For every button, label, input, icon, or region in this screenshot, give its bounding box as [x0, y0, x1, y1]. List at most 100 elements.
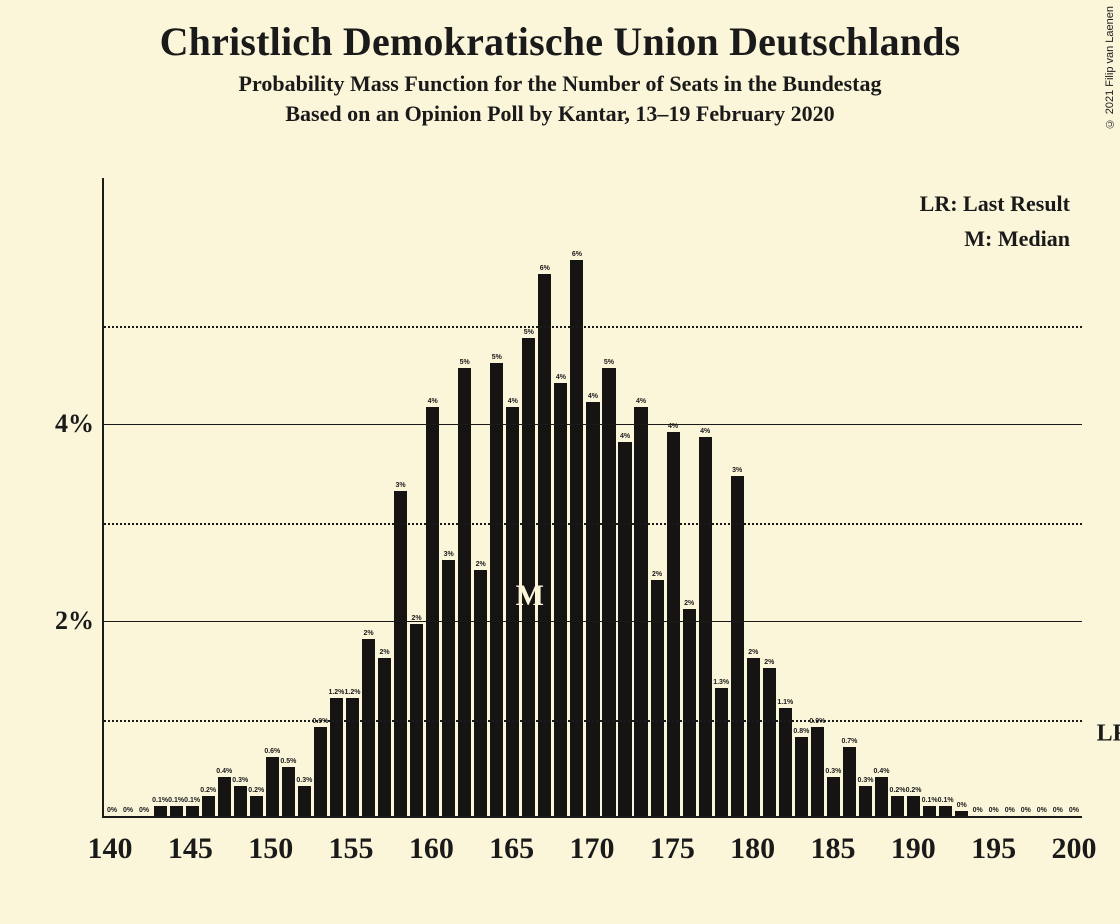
- x-tick-label: 170: [570, 832, 615, 866]
- bar-value-label: 5%: [460, 359, 470, 368]
- bar-value-label: 0.3%: [296, 777, 312, 786]
- bar: 0.9%: [314, 727, 327, 816]
- bar: 4%: [426, 407, 439, 816]
- x-tick-label: 195: [971, 832, 1016, 866]
- chart-subtitle-1: Probability Mass Function for the Number…: [0, 71, 1120, 97]
- bar-value-label: 0.1%: [152, 797, 168, 806]
- x-tick-label: 175: [650, 832, 695, 866]
- x-tick-label: 160: [409, 832, 454, 866]
- bar: 5%: [602, 368, 615, 816]
- bar: 3%: [394, 491, 407, 816]
- legend-m: M: Median: [920, 221, 1070, 256]
- bar-value-label: 4%: [620, 433, 630, 442]
- bar: 1.2%: [330, 698, 343, 816]
- bar-value-label: 4%: [556, 374, 566, 383]
- bar: 2%: [378, 658, 391, 816]
- x-tick-label: 140: [88, 832, 133, 866]
- bar: 0%: [955, 811, 968, 816]
- bar-value-label: 0%: [123, 807, 133, 816]
- bar-value-label: 0.2%: [200, 787, 216, 796]
- bar: 6%: [570, 260, 583, 816]
- bar: 0.1%: [154, 806, 167, 816]
- bar-value-label: 0.8%: [793, 728, 809, 737]
- bar-value-label: 4%: [700, 428, 710, 437]
- chart-subtitle-2: Based on an Opinion Poll by Kantar, 13–1…: [0, 101, 1120, 127]
- bar-value-label: 0%: [1069, 807, 1079, 816]
- copyright-text: © 2021 Filip van Laenen: [1104, 6, 1116, 129]
- bar-value-label: 5%: [492, 354, 502, 363]
- bar: 4%: [667, 432, 680, 816]
- bar-value-label: 4%: [588, 393, 598, 402]
- bar: 2%: [683, 609, 696, 816]
- bar: 1.2%: [346, 698, 359, 816]
- bar-value-label: 0.7%: [841, 738, 857, 747]
- bar: 4%: [634, 407, 647, 816]
- bar-value-label: 0.3%: [825, 768, 841, 777]
- bar-value-label: 1.2%: [344, 689, 360, 698]
- x-tick-label: 150: [248, 832, 293, 866]
- bar-value-label: 1.3%: [713, 679, 729, 688]
- bar-value-label: 0%: [989, 807, 999, 816]
- bar: 0.9%: [811, 727, 824, 816]
- median-marker: M: [516, 579, 544, 613]
- bar: 0.1%: [186, 806, 199, 816]
- bar: 1.3%: [715, 688, 728, 816]
- bar-value-label: 0%: [1021, 807, 1031, 816]
- bar-value-label: 5%: [524, 329, 534, 338]
- x-tick-label: 180: [730, 832, 775, 866]
- bar: 2%: [763, 668, 776, 816]
- bar: 0.1%: [170, 806, 183, 816]
- bar: 5%: [458, 368, 471, 816]
- bar-value-label: 4%: [508, 398, 518, 407]
- bar-value-label: 0%: [139, 807, 149, 816]
- bar: 6%: [538, 274, 551, 816]
- bar-value-label: 2%: [684, 600, 694, 609]
- chart-title: Christlich Demokratische Union Deutschla…: [0, 18, 1120, 65]
- bar-value-label: 0.1%: [184, 797, 200, 806]
- bar-value-label: 5%: [604, 359, 614, 368]
- bar: 0.2%: [907, 796, 920, 816]
- bar: 0.3%: [827, 777, 840, 816]
- x-tick-label: 155: [329, 832, 374, 866]
- bar: 5%: [490, 363, 503, 816]
- bar: 0.1%: [939, 806, 952, 816]
- chart-titles: Christlich Demokratische Union Deutschla…: [0, 0, 1120, 127]
- bar-value-label: 0.1%: [922, 797, 938, 806]
- bar-value-label: 3%: [396, 482, 406, 491]
- bar-value-label: 0%: [1053, 807, 1063, 816]
- bar-value-label: 4%: [428, 398, 438, 407]
- bar-value-label: 0%: [973, 807, 983, 816]
- bar: 4%: [618, 442, 631, 816]
- bar: 2%: [474, 570, 487, 816]
- y-tick-label: 2%: [55, 606, 104, 636]
- bar: 5%: [522, 338, 535, 816]
- grid-major: [104, 424, 1082, 425]
- x-tick-label: 200: [1051, 832, 1096, 866]
- bar: 0.4%: [875, 777, 888, 816]
- bar-value-label: 6%: [540, 265, 550, 274]
- bar: 2%: [651, 580, 664, 816]
- last-result-marker: LR: [1097, 721, 1120, 748]
- bar-value-label: 0.2%: [906, 787, 922, 796]
- bar: 0.3%: [859, 786, 872, 816]
- bar-value-label: 0.2%: [890, 787, 906, 796]
- bar-value-label: 0.3%: [232, 777, 248, 786]
- bar-value-label: 0.4%: [874, 768, 890, 777]
- bar-value-label: 1.2%: [328, 689, 344, 698]
- bar-value-label: 0%: [1005, 807, 1015, 816]
- bar: 0.2%: [250, 796, 263, 816]
- bar-value-label: 4%: [636, 398, 646, 407]
- bar-value-label: 3%: [444, 551, 454, 560]
- x-tick-label: 145: [168, 832, 213, 866]
- bar: 3%: [731, 476, 744, 816]
- bar-value-label: 0%: [1037, 807, 1047, 816]
- bar-value-label: 0.6%: [264, 748, 280, 757]
- bar: 0.6%: [266, 757, 279, 816]
- bar: 0.1%: [923, 806, 936, 816]
- legend-lr: LR: Last Result: [920, 186, 1070, 221]
- grid-minor: [104, 523, 1082, 525]
- x-axis: 140145150155160165170175180185190195200: [102, 820, 1082, 880]
- bar-value-label: 0.4%: [216, 768, 232, 777]
- grid-major: [104, 621, 1082, 622]
- bar-value-label: 0.5%: [280, 758, 296, 767]
